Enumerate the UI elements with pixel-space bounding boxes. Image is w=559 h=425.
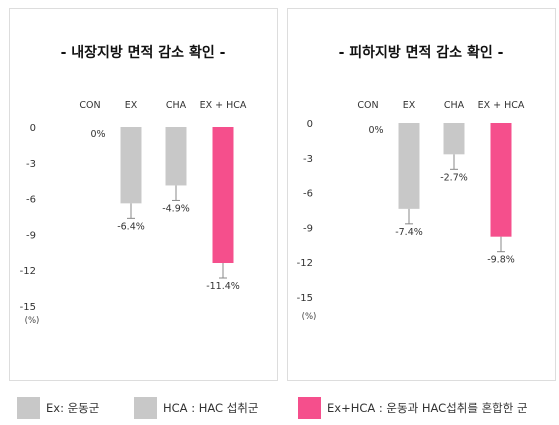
category-label: CHA bbox=[166, 100, 187, 111]
value-label: 0% bbox=[90, 129, 105, 140]
chart-title: - 내장지방 면적 감소 확인 - bbox=[61, 44, 226, 61]
y-tick-label: -3 bbox=[303, 154, 313, 165]
legend-item-hca: HCA : HAC 섭취군 bbox=[134, 396, 258, 420]
bar bbox=[120, 127, 142, 204]
y-axis-unit: (%) bbox=[302, 312, 317, 322]
legend-item-ex: Ex: 운동군 bbox=[17, 396, 99, 420]
category-label: EX bbox=[403, 100, 416, 111]
y-tick-label: -6 bbox=[303, 189, 313, 200]
value-label: -4.9% bbox=[162, 203, 190, 214]
chart-title: - 피하지방 면적 감소 확인 - bbox=[339, 44, 504, 61]
value-label: -2.7% bbox=[440, 172, 468, 183]
category-label: EX + HCA bbox=[200, 100, 247, 111]
y-tick-label: 0 bbox=[30, 123, 36, 134]
bar bbox=[490, 123, 512, 237]
y-tick-label: -9 bbox=[26, 230, 36, 241]
chart-subcutaneous-fat: - 피하지방 면적 감소 확인 - CON EX CHA EX + HCA 0 -3 -6 -9… bbox=[297, 44, 525, 322]
legend-label-ex: Ex: 운동군 bbox=[46, 401, 100, 415]
category-label: CHA bbox=[444, 100, 465, 111]
chart-panel-subcutaneous-fat: - 피하지방 면적 감소 확인 - CON EX CHA EX + HCA 0 -3 -6 -9… bbox=[287, 8, 556, 381]
y-axis-unit: (%) bbox=[25, 316, 40, 326]
category-label: EX bbox=[125, 100, 138, 111]
y-tick-label: -15 bbox=[297, 293, 313, 304]
value-label: -11.4% bbox=[206, 281, 240, 292]
y-tick-label: -6 bbox=[26, 195, 36, 206]
bar bbox=[212, 127, 234, 264]
category-label: EX + HCA bbox=[478, 100, 525, 111]
y-tick-label: -12 bbox=[20, 266, 36, 277]
value-label: -7.4% bbox=[395, 227, 423, 238]
y-tick-label: -12 bbox=[297, 258, 313, 269]
value-label: -9.8% bbox=[487, 255, 515, 266]
bar bbox=[165, 127, 187, 186]
y-tick-label: 0 bbox=[307, 119, 313, 130]
category-label: CON bbox=[357, 100, 378, 111]
chart-panel-visceral-fat: - 내장지방 면적 감소 확인 - CON EX CHA EX + HCA 0 -3 -6 -9… bbox=[9, 8, 278, 381]
bar bbox=[398, 123, 420, 209]
legend-label-ex-hca: Ex+HCA : 운동과 HAC섭취를 혼합한 군 bbox=[327, 401, 528, 415]
value-label: 0% bbox=[368, 125, 383, 136]
legend-item-ex-hca: Ex+HCA : 운동과 HAC섭취를 혼합한 군 bbox=[298, 396, 528, 420]
legend-swatch-ex-hca bbox=[298, 397, 321, 419]
y-tick-label: -3 bbox=[26, 159, 36, 170]
category-label: CON bbox=[79, 100, 100, 111]
chart-visceral-fat: - 내장지방 면적 감소 확인 - CON EX CHA EX + HCA 0 -3 -6 -9… bbox=[20, 44, 247, 326]
legend-swatch-ex bbox=[17, 397, 40, 419]
value-label: -6.4% bbox=[117, 221, 145, 232]
legend-swatch-hca bbox=[134, 397, 157, 419]
bar bbox=[443, 123, 465, 155]
y-tick-label: -15 bbox=[20, 302, 36, 313]
y-tick-label: -9 bbox=[303, 223, 313, 234]
legend: Ex: 운동군 HCA : HAC 섭취군 Ex+HCA : 운동과 HAC섭취… bbox=[0, 396, 559, 420]
legend-label-hca: HCA : HAC 섭취군 bbox=[163, 401, 259, 415]
